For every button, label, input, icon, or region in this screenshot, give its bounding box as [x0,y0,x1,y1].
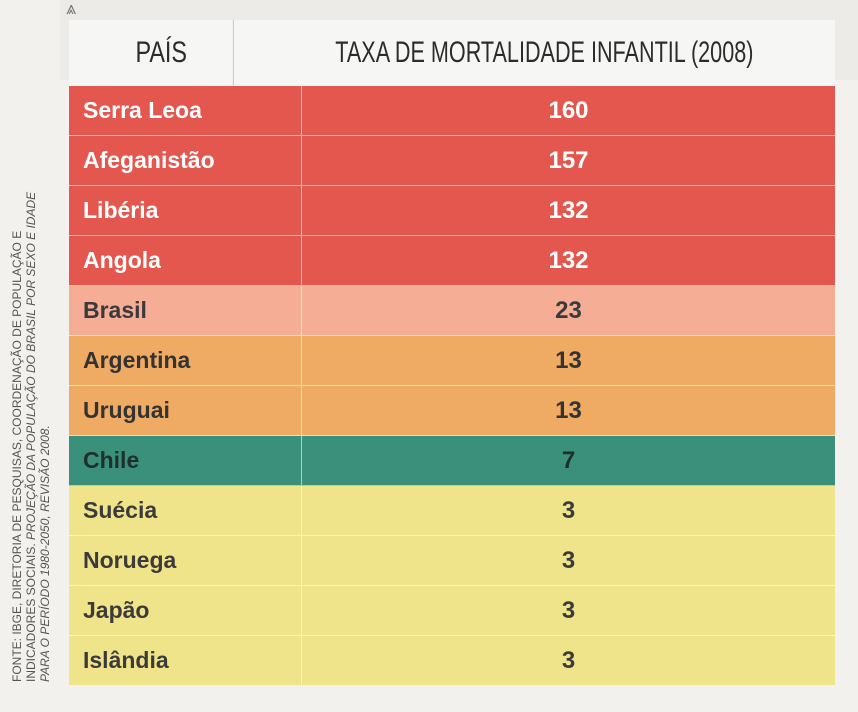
table-row: Japão 3 [69,586,835,636]
source-line-2-regular: INDICADORES SOCIAIS. [24,539,38,682]
table-row: Angola 132 [69,236,835,286]
value-cell: 7 [561,446,576,474]
header-value-label: TAXA DE MORTALIDADE INFANTIL (2008) [335,36,754,69]
value-cell: 3 [561,596,576,624]
country-cell: Brasil [69,286,302,335]
country-cell: Serra Leoa [69,86,302,135]
country-cell: Japão [69,586,302,635]
source-line-2-italic: PROJEÇÃO DA POPULAÇÃO DO BRASIL POR SEXO… [24,191,38,540]
value-cell: 132 [548,246,589,274]
country-cell: Angola [69,236,302,285]
value-cell: 13 [555,346,582,374]
country-cell: Suécia [69,486,302,535]
table-row: Afeganistão 157 [69,136,835,186]
table-header: PAÍS TAXA DE MORTALIDADE INFANTIL (2008) [69,20,835,86]
country-cell: Libéria [69,186,302,235]
table-row: Chile 7 [69,436,835,486]
table-row: Uruguai 13 [69,386,835,436]
country-cell: Uruguai [69,386,302,435]
double-chevron-up-icon: ⩓ [66,0,77,19]
country-cell: Noruega [69,536,302,585]
value-cell: 3 [561,646,576,674]
source-note: FONTE: IBGE, DIRETORIA DE PESQUISAS, COO… [10,122,52,682]
source-line-3: PARA O PERÍODO 1980-2050, REVISÃO 2008. [38,425,52,682]
header-value: TAXA DE MORTALIDADE INFANTIL (2008) [254,20,835,86]
table-row: Islândia 3 [69,636,835,686]
table-row: Brasil 23 [69,286,835,336]
value-cell: 3 [561,546,576,574]
value-cell: 3 [561,496,576,524]
value-cell: 157 [548,146,589,174]
table-row: Argentina 13 [69,336,835,386]
country-cell: Islândia [69,636,302,685]
table-row: Noruega 3 [69,536,835,586]
table-row: Libéria 132 [69,186,835,236]
country-cell: Afeganistão [69,136,302,185]
source-line-1: FONTE: IBGE, DIRETORIA DE PESQUISAS, COO… [10,230,24,682]
table-row: Suécia 3 [69,486,835,536]
header-country: PAÍS [89,20,234,86]
mortality-table: PAÍS TAXA DE MORTALIDADE INFANTIL (2008)… [69,20,835,686]
country-cell: Argentina [69,336,302,385]
table-row: Serra Leoa 160 [69,86,835,136]
value-cell: 160 [548,96,589,124]
value-cell: 23 [555,296,582,324]
value-cell: 132 [548,196,589,224]
source-line-2: INDICADORES SOCIAIS. PROJEÇÃO DA POPULAÇ… [24,122,38,682]
country-cell: Chile [69,436,302,485]
value-cell: 13 [555,396,582,424]
